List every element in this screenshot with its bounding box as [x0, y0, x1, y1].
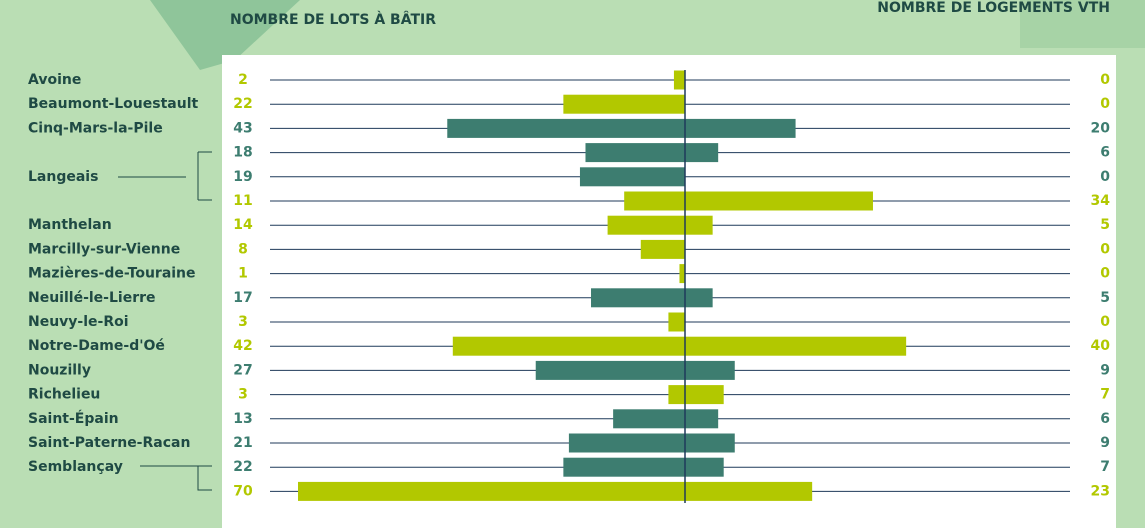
value-label: 5 [1100, 290, 1110, 306]
category-label: Neuvy-le-Roi [28, 314, 129, 330]
bar [563, 94, 685, 114]
category-label: Beaumont-Louestault [28, 96, 198, 112]
bar [685, 288, 713, 308]
value-label: 1 [238, 266, 248, 282]
value-label: 6 [1100, 411, 1110, 427]
decoration [150, 0, 300, 70]
bar [568, 433, 685, 453]
category-label: Mazières-de-Touraine [28, 266, 196, 282]
bar [591, 288, 685, 308]
bar [685, 118, 796, 138]
value-label: 13 [233, 411, 252, 427]
bar [679, 264, 685, 284]
bar [535, 360, 685, 380]
bar [640, 239, 685, 259]
category-label: Cinq-Mars-la-Pile [28, 120, 163, 136]
value-label: 27 [233, 362, 252, 378]
value-label: 19 [233, 169, 252, 185]
category-label: Nouzilly [28, 362, 91, 378]
category-label: Saint-Paterne-Racan [28, 435, 190, 451]
bar [298, 481, 685, 501]
bracket [118, 151, 212, 201]
value-label: 0 [1100, 314, 1110, 330]
bar [563, 457, 685, 477]
category-label: Semblançay [28, 459, 123, 475]
value-label: 7 [1100, 459, 1110, 475]
value-label: 0 [1100, 72, 1110, 88]
bar [685, 433, 735, 453]
bar [685, 336, 907, 356]
value-label: 17 [233, 290, 252, 306]
category-label: Saint-Épain [28, 410, 119, 427]
bar [685, 191, 873, 211]
value-label: 9 [1100, 435, 1110, 451]
bar [668, 312, 685, 332]
category-label: Manthelan [28, 217, 112, 233]
value-label: 18 [233, 145, 252, 161]
bar [447, 118, 685, 138]
value-label: 0 [1100, 96, 1110, 112]
value-label: 6 [1100, 145, 1110, 161]
bar [607, 215, 685, 235]
brackets [118, 151, 212, 491]
bar [624, 191, 685, 211]
bar [668, 385, 685, 405]
value-label: 3 [238, 387, 248, 403]
bar [685, 457, 724, 477]
value-label: 0 [1100, 266, 1110, 282]
bar [685, 215, 713, 235]
value-label: 3 [238, 314, 248, 330]
bracket [140, 465, 212, 491]
value-label: 0 [1100, 169, 1110, 185]
category-label: Neuillé-le-Lierre [28, 290, 156, 306]
value-label: 0 [1100, 241, 1110, 257]
value-label: 7 [1100, 387, 1110, 403]
value-label: 43 [233, 120, 252, 136]
category-label: Notre-Dame-d'Oé [28, 338, 165, 354]
value-label: 40 [1091, 338, 1111, 354]
decoration [1020, 0, 1145, 48]
category-label: Richelieu [28, 387, 100, 403]
value-label: 11 [233, 193, 252, 209]
bar [685, 481, 813, 501]
value-label: 8 [238, 241, 248, 257]
value-label: 14 [233, 217, 253, 233]
value-label: 20 [1091, 120, 1111, 136]
bar [685, 409, 719, 429]
value-label: 34 [1091, 193, 1111, 209]
value-label: 42 [233, 338, 252, 354]
value-label: 22 [233, 96, 252, 112]
value-label: 23 [1091, 483, 1110, 499]
bar [579, 167, 685, 187]
left-title: NOMBRE DE LOTS À BÂTIR [230, 11, 436, 28]
bar [613, 409, 685, 429]
right-title: NOMBRE DE LOGEMENTS VTH [877, 0, 1110, 16]
bar [452, 336, 685, 356]
bar [673, 70, 685, 90]
value-label: 9 [1100, 362, 1110, 378]
category-label: Avoine [28, 72, 81, 88]
category-label: Langeais [28, 169, 98, 185]
bar [685, 385, 724, 405]
value-label: 70 [233, 483, 253, 499]
bar [585, 143, 685, 163]
value-label: 2 [238, 72, 248, 88]
bar [685, 360, 735, 380]
value-label: 5 [1100, 217, 1110, 233]
value-label: 21 [233, 435, 252, 451]
value-label: 22 [233, 459, 252, 475]
category-label: Marcilly-sur-Vienne [28, 241, 180, 257]
bar [685, 143, 719, 163]
